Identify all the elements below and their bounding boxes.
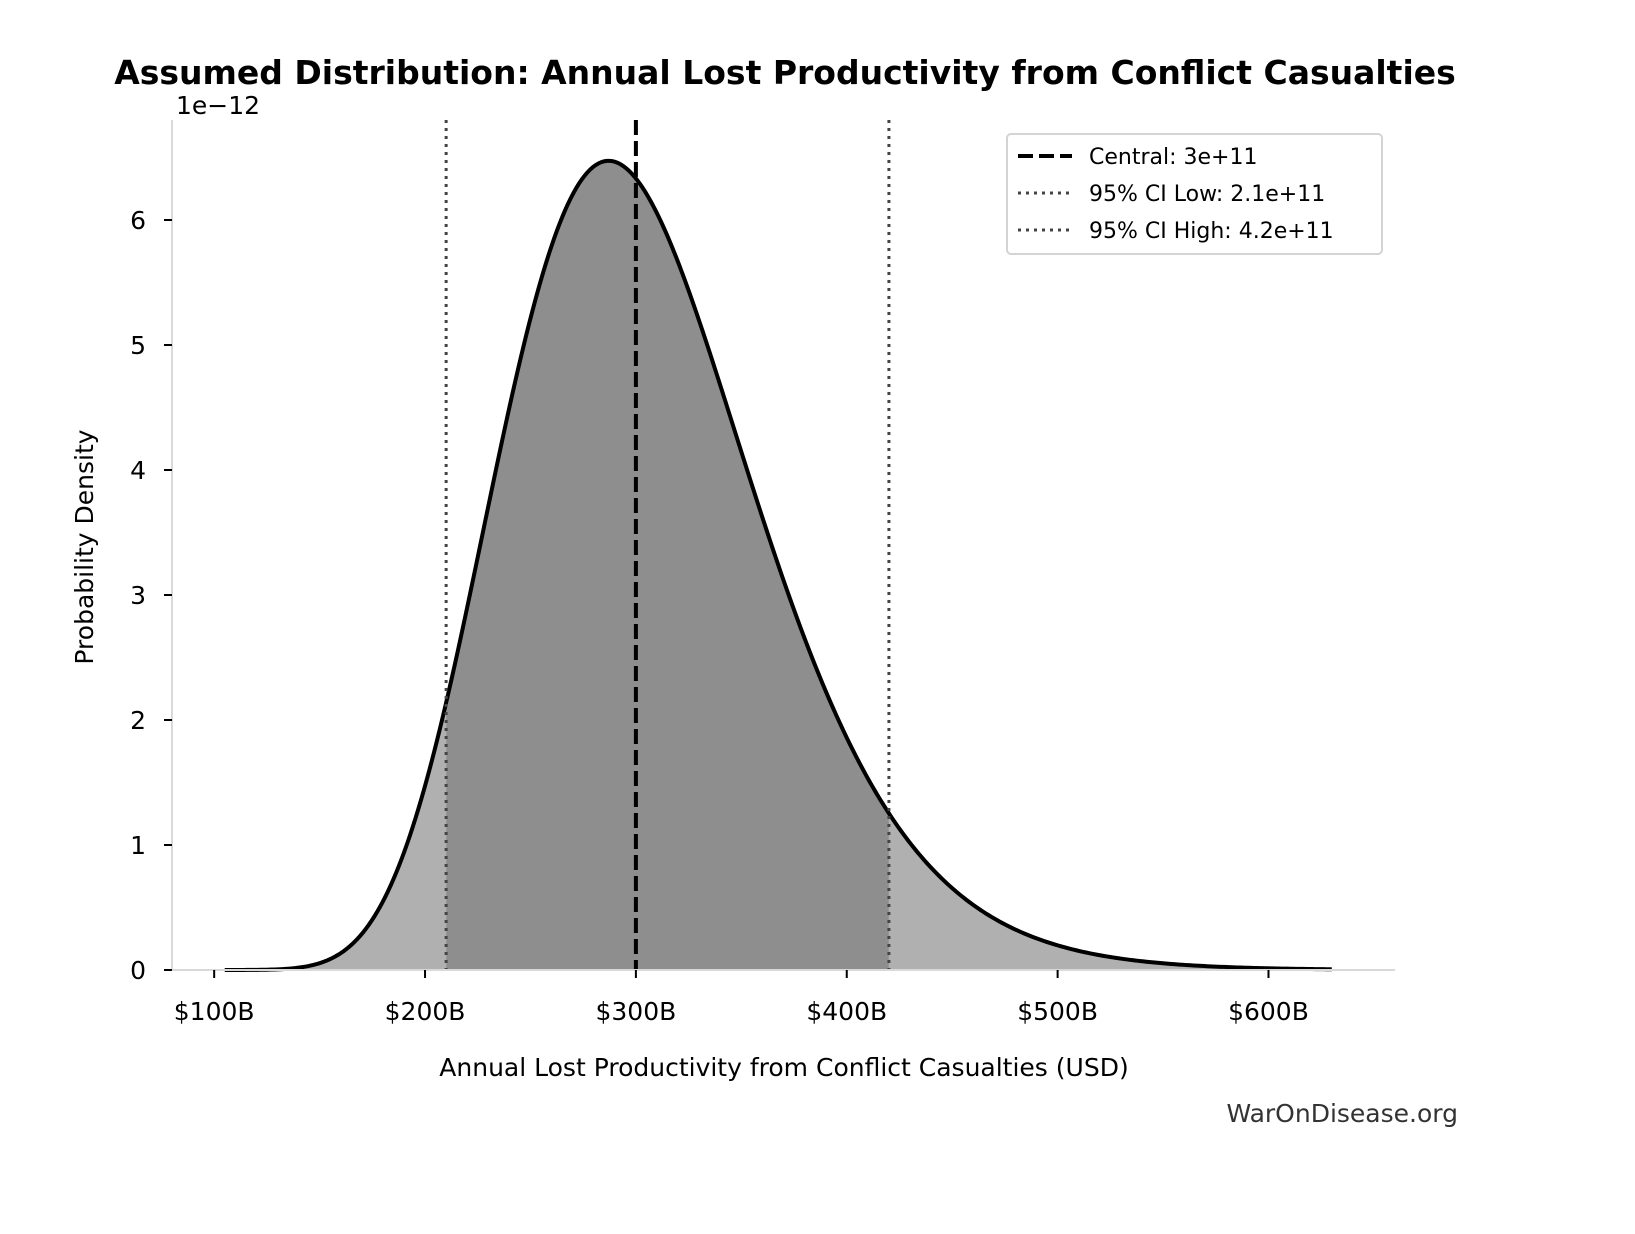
y-tick-label: 4: [130, 456, 146, 485]
watermark: WarOnDisease.org: [1226, 1099, 1458, 1128]
y-tick-label: 1: [130, 831, 146, 860]
x-tick-label: $300B: [596, 997, 677, 1026]
y-offset-label: 1e−12: [176, 91, 260, 120]
legend-box: [1006, 133, 1383, 255]
y-ticks: 0 1 2 3 4 5 6: [130, 206, 172, 985]
y-tick-label: 2: [130, 706, 146, 735]
legend-label: 95% CI High: 4.2e+11: [1089, 219, 1334, 244]
legend-label: 95% CI Low: 2.1e+11: [1089, 182, 1325, 207]
y-axis-label: Probability Density: [70, 429, 99, 664]
legend-label: Central: 3e+11: [1089, 145, 1257, 170]
y-tick-label: 0: [130, 956, 146, 985]
x-tick-label: $400B: [806, 997, 887, 1026]
x-axis-label: Annual Lost Productivity from Conflict C…: [439, 1053, 1128, 1082]
x-ticks: $100B $200B $300B $400B $500B $600B: [174, 970, 1309, 1026]
y-tick-label: 5: [130, 331, 146, 360]
chart-title: Assumed Distribution: Annual Lost Produc…: [114, 53, 1456, 92]
left-tail-area: [224, 702, 447, 970]
x-tick-label: $200B: [385, 997, 466, 1026]
legend: Central: 3e+11 95% CI Low: 2.1e+11 95% CI …: [1006, 133, 1383, 255]
y-tick-label: 3: [130, 581, 146, 610]
y-tick-label: 6: [130, 206, 146, 235]
right-tail-area: [888, 813, 1332, 970]
ci-region-area: [446, 160, 889, 971]
x-tick-label: $600B: [1228, 997, 1309, 1026]
plot-area: [224, 120, 1332, 972]
density-curve: [224, 158, 1332, 972]
x-tick-label: $100B: [174, 997, 255, 1026]
x-tick-label: $500B: [1017, 997, 1098, 1026]
